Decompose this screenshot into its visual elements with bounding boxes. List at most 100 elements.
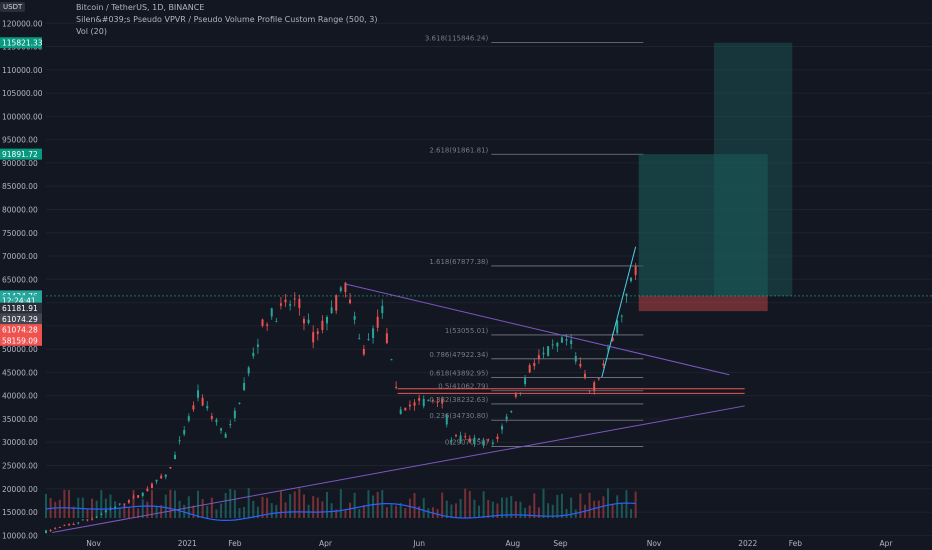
volume-bar xyxy=(63,489,66,518)
volume-bar xyxy=(321,501,324,518)
candle-body xyxy=(275,321,278,323)
volume-bar xyxy=(450,504,453,518)
candle-body xyxy=(367,339,370,341)
volume-bar xyxy=(468,490,471,518)
candle-body xyxy=(478,438,481,440)
candle-body xyxy=(146,488,149,492)
candle-body xyxy=(164,474,167,477)
candle-body xyxy=(634,265,637,276)
volume-bar xyxy=(58,499,61,518)
volume-bar xyxy=(339,489,342,518)
volume-bar xyxy=(537,507,540,518)
volume-bar xyxy=(542,488,545,518)
candle-body xyxy=(63,524,66,526)
candle-body xyxy=(266,324,269,326)
volume-bar xyxy=(353,492,356,518)
candle-body xyxy=(395,386,398,388)
price-axis-label: 80000.00 xyxy=(2,205,38,214)
candle-body xyxy=(450,440,453,442)
volume-bar xyxy=(547,503,550,518)
volume-bar xyxy=(597,500,600,518)
volume-bar xyxy=(427,508,430,518)
price-axis-label: 50000.00 xyxy=(2,345,38,354)
candle-body xyxy=(404,407,407,411)
candle-body xyxy=(533,362,536,367)
volume-bar xyxy=(528,505,531,518)
time-axis-label: Nov xyxy=(647,539,662,548)
volume-bar xyxy=(620,503,623,518)
volume-bar xyxy=(289,494,292,518)
price-tag xyxy=(0,313,42,325)
price-tag-label: 58159.09 xyxy=(2,336,38,345)
price-tag-label: 61074.28 xyxy=(2,326,38,335)
candle-body xyxy=(436,401,439,403)
candle-body xyxy=(583,373,586,379)
volume-bar xyxy=(91,498,94,518)
volume-bar xyxy=(372,495,375,518)
candle-body xyxy=(556,343,559,347)
channel-line xyxy=(601,246,637,378)
volume-bar xyxy=(155,505,158,518)
candle-body xyxy=(537,355,540,360)
candle-body xyxy=(510,410,513,412)
indicator-legend[interactable]: Silen&#039;s Pseudo VPVR / Pseudo Volume… xyxy=(76,15,378,24)
volume-bar xyxy=(192,505,195,518)
fib-level-label: 1.618(67877.38) xyxy=(429,258,488,266)
volume-bar xyxy=(634,491,637,518)
candle-body xyxy=(459,435,462,441)
candle-body xyxy=(132,496,135,498)
price-axis-label: 70000.00 xyxy=(2,252,38,261)
candle-body xyxy=(95,516,98,518)
candle-body xyxy=(247,367,250,374)
volume-bar xyxy=(132,490,135,518)
candle-body xyxy=(602,363,605,366)
volume-bar xyxy=(436,509,439,518)
volume-bar xyxy=(252,500,255,518)
candle-body xyxy=(579,363,582,367)
volume-bar xyxy=(114,501,117,518)
volume-bar xyxy=(459,499,462,518)
currency-badge[interactable]: USDT xyxy=(0,2,26,12)
candle-body xyxy=(256,344,259,347)
candle-body xyxy=(454,435,457,437)
time-axis-label: 2021 xyxy=(178,539,197,548)
price-axis-label: 25000.00 xyxy=(2,462,38,471)
candle-body xyxy=(593,382,596,392)
volume-bar xyxy=(602,496,605,518)
price-tag xyxy=(0,302,42,314)
descending-trendline xyxy=(345,283,730,376)
candle-body xyxy=(150,483,153,489)
volume-bar xyxy=(570,497,573,518)
volume-bar xyxy=(104,498,107,518)
candle-body xyxy=(335,295,338,311)
price-tag xyxy=(0,324,42,336)
price-axis-label: 95000.00 xyxy=(2,136,38,145)
candle-body xyxy=(183,430,186,435)
fibonacci-levels: 3.618(115846.24) 2.618(91861.81) 1.618(678… xyxy=(425,35,644,447)
volume-bar xyxy=(201,499,204,518)
candle-body xyxy=(464,436,467,438)
volume-bar xyxy=(169,489,172,518)
candle-body xyxy=(372,328,375,338)
fib-level-label: 2.618(91861.81) xyxy=(429,146,488,154)
candle-body xyxy=(293,298,296,300)
candle-body xyxy=(81,519,84,521)
candle-body xyxy=(339,287,342,291)
candle-body xyxy=(178,440,181,442)
volume-bar xyxy=(316,497,319,518)
candle-body xyxy=(551,344,554,346)
candle-body xyxy=(547,346,550,356)
volume-bar xyxy=(404,507,407,518)
volume-bar xyxy=(68,490,71,518)
fib-level-label: 1(53055.01) xyxy=(445,327,489,335)
candle-body xyxy=(58,526,61,528)
target-zone xyxy=(713,42,793,296)
candle-body xyxy=(408,404,411,407)
volume-bar xyxy=(302,494,305,518)
fib-level-label: 0(29070.58) xyxy=(445,439,489,447)
time-axis-label: Sep xyxy=(553,539,567,548)
candle-body xyxy=(206,406,209,409)
candle-body xyxy=(289,304,292,306)
volume-legend[interactable]: Vol (20) xyxy=(76,27,107,36)
